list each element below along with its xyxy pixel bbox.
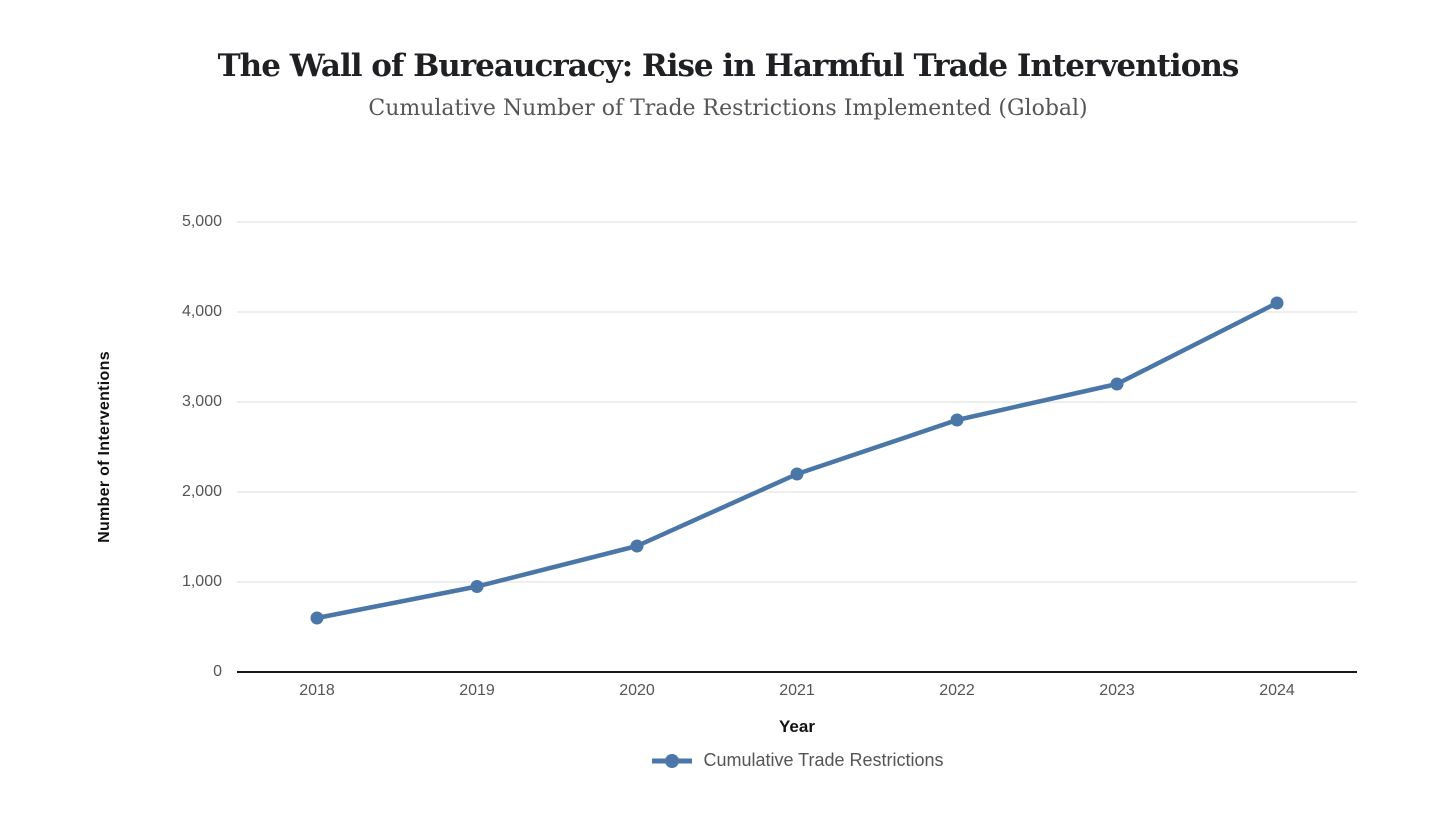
y-tick-label: 3,000: [181, 393, 222, 410]
legend-line-marker: [650, 753, 694, 769]
data-point: [1110, 377, 1124, 391]
legend: Cumulative Trade Restrictions: [237, 750, 1357, 771]
y-tick-label: 0: [213, 663, 222, 680]
data-point: [630, 539, 644, 553]
trend-line: [314, 300, 1280, 621]
y-tick-label: 1,000: [181, 573, 222, 590]
chart-title: The Wall of Bureaucracy: Rise in Harmful…: [217, 48, 1240, 84]
legend-marker-dot: [665, 753, 680, 768]
y-tick-label: 4,000: [181, 303, 222, 320]
x-tick-label: 2019: [459, 682, 495, 699]
data-point: [1270, 296, 1284, 310]
legend-label: Cumulative Trade Restrictions: [703, 750, 944, 770]
data-point: [470, 580, 484, 593]
chart-subtitle: Cumulative Number of Trade Restrictions …: [368, 96, 1088, 121]
x-tick-label: 2018: [299, 682, 335, 699]
y-tick-label: 5,000: [181, 213, 222, 230]
x-tick-label: 2020: [619, 682, 655, 699]
x-tick-label: 2023: [1099, 682, 1135, 699]
x-axis-title: Year: [779, 717, 815, 736]
x-tick-label: 2022: [939, 682, 975, 699]
y-axis-title: Number of Interventions: [96, 351, 113, 543]
data-point: [310, 611, 324, 625]
data-point: [950, 413, 964, 427]
data-point: [790, 467, 804, 481]
y-tick-label: 2,000: [181, 483, 222, 500]
x-tick-label: 2021: [779, 682, 815, 699]
x-tick-label: 2024: [1259, 682, 1295, 699]
